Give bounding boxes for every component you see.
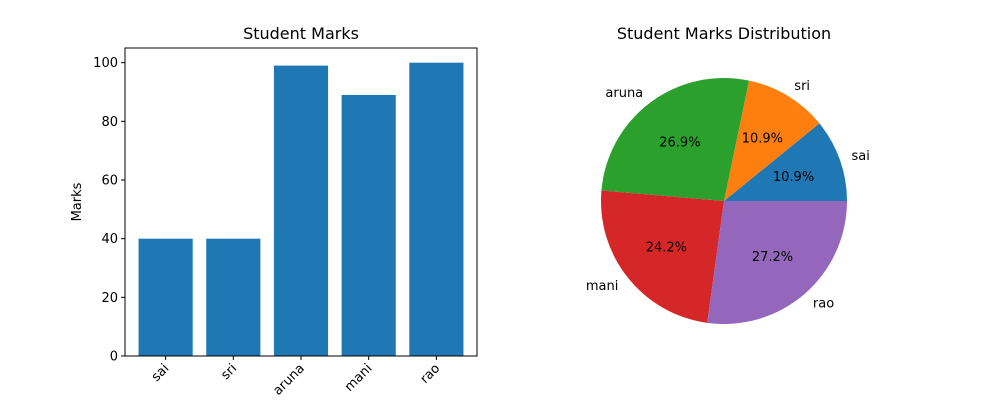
x-axis-ticks: sai sri aruna mani rao: [149, 356, 443, 399]
bar-mani: [341, 94, 396, 356]
bar-aruna: [273, 65, 329, 356]
pie-percent-sri: 10.9%: [742, 131, 783, 146]
pie-chart: Student Marks Distribution sai 10.9% sri 10…: [586, 24, 870, 324]
pie-chart-title: Student Marks Distribution: [617, 24, 831, 43]
y-axis-ticks: 0 20 40 60 80 100: [93, 56, 125, 365]
pie-label-aruna: aruna: [605, 86, 643, 101]
bar-sai: [138, 238, 193, 356]
y-tick-label: 60: [101, 174, 118, 189]
pie-percent-sai: 10.9%: [773, 170, 814, 185]
pie-labels: sai 10.9% sri 10.9% aruna 26.9% mani 24.2% rao 27…: [586, 79, 870, 312]
x-tick-label-sai: sai: [149, 361, 173, 385]
y-tick-label: 80: [101, 115, 118, 130]
y-tick-label: 40: [101, 232, 118, 247]
y-tick-label: 0: [110, 350, 118, 365]
x-tick-label-rao: rao: [418, 361, 444, 387]
x-tick-label-mani: mani: [342, 361, 376, 395]
x-tick-label-aruna: aruna: [271, 361, 308, 398]
pie-slice-rao: [707, 201, 847, 324]
pie-slice-mani: [600, 190, 724, 323]
pie-slice-aruna: [601, 78, 750, 201]
pie-label-sri: sri: [794, 79, 810, 94]
bar-chart: Student Marks Marks 0 20 40 60 80 100 sai sri a…: [70, 24, 478, 399]
pie-label-mani: mani: [586, 279, 618, 294]
y-tick-label: 20: [101, 291, 118, 306]
bar-chart-ylabel: Marks: [70, 182, 85, 221]
pie-percent-rao: 27.2%: [752, 250, 793, 265]
pie-percent-mani: 24.2%: [646, 241, 687, 256]
y-tick-label: 100: [93, 56, 118, 71]
pie-slices: [600, 78, 847, 324]
pie-label-rao: rao: [813, 296, 834, 311]
bar-chart-title: Student Marks: [243, 24, 359, 43]
bar-rao: [409, 62, 464, 357]
pie-label-sai: sai: [851, 149, 869, 164]
bar-plot-frame: [124, 47, 478, 357]
x-tick-label-sri: sri: [218, 361, 240, 383]
pie-slice-sai: [724, 123, 847, 201]
pie-percent-aruna: 26.9%: [659, 135, 700, 150]
pie-slice-sri: [724, 80, 820, 201]
bar-sri: [206, 238, 261, 356]
bar-series: [138, 62, 464, 357]
